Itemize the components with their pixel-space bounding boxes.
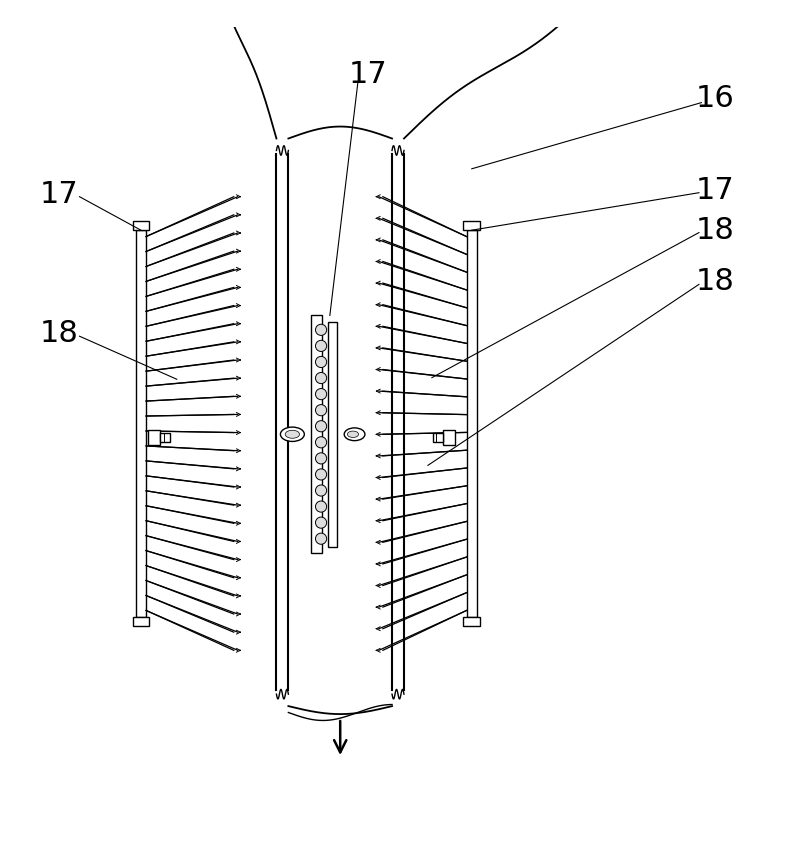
Bar [433, 432, 442, 443]
Circle shape [315, 517, 326, 528]
Bar [310, 316, 322, 553]
Circle shape [315, 340, 326, 351]
Text: 18: 18 [39, 319, 78, 348]
Bar [466, 230, 477, 617]
Circle shape [315, 453, 326, 464]
Ellipse shape [281, 427, 304, 442]
Bar [463, 617, 480, 626]
Text: 16: 16 [695, 84, 734, 113]
Text: 18: 18 [695, 215, 734, 245]
Bar [148, 431, 161, 444]
Bar [442, 431, 455, 444]
Text: 17: 17 [39, 180, 78, 208]
Bar [161, 432, 170, 443]
Circle shape [315, 373, 326, 384]
Circle shape [315, 501, 326, 512]
Bar [463, 220, 480, 230]
Circle shape [315, 437, 326, 448]
Ellipse shape [285, 431, 299, 438]
Bar [136, 230, 146, 617]
Circle shape [315, 485, 326, 496]
Ellipse shape [344, 428, 365, 441]
Circle shape [315, 420, 326, 431]
Bar [133, 220, 150, 230]
Circle shape [315, 324, 326, 335]
Circle shape [315, 389, 326, 400]
Bar [329, 322, 337, 546]
Ellipse shape [347, 431, 358, 437]
Text: 17: 17 [349, 60, 387, 89]
Circle shape [315, 404, 326, 416]
Bar [133, 617, 150, 626]
Circle shape [315, 533, 326, 545]
Circle shape [315, 357, 326, 368]
Text: 17: 17 [695, 176, 734, 205]
Text: 18: 18 [695, 267, 734, 296]
Circle shape [315, 469, 326, 480]
